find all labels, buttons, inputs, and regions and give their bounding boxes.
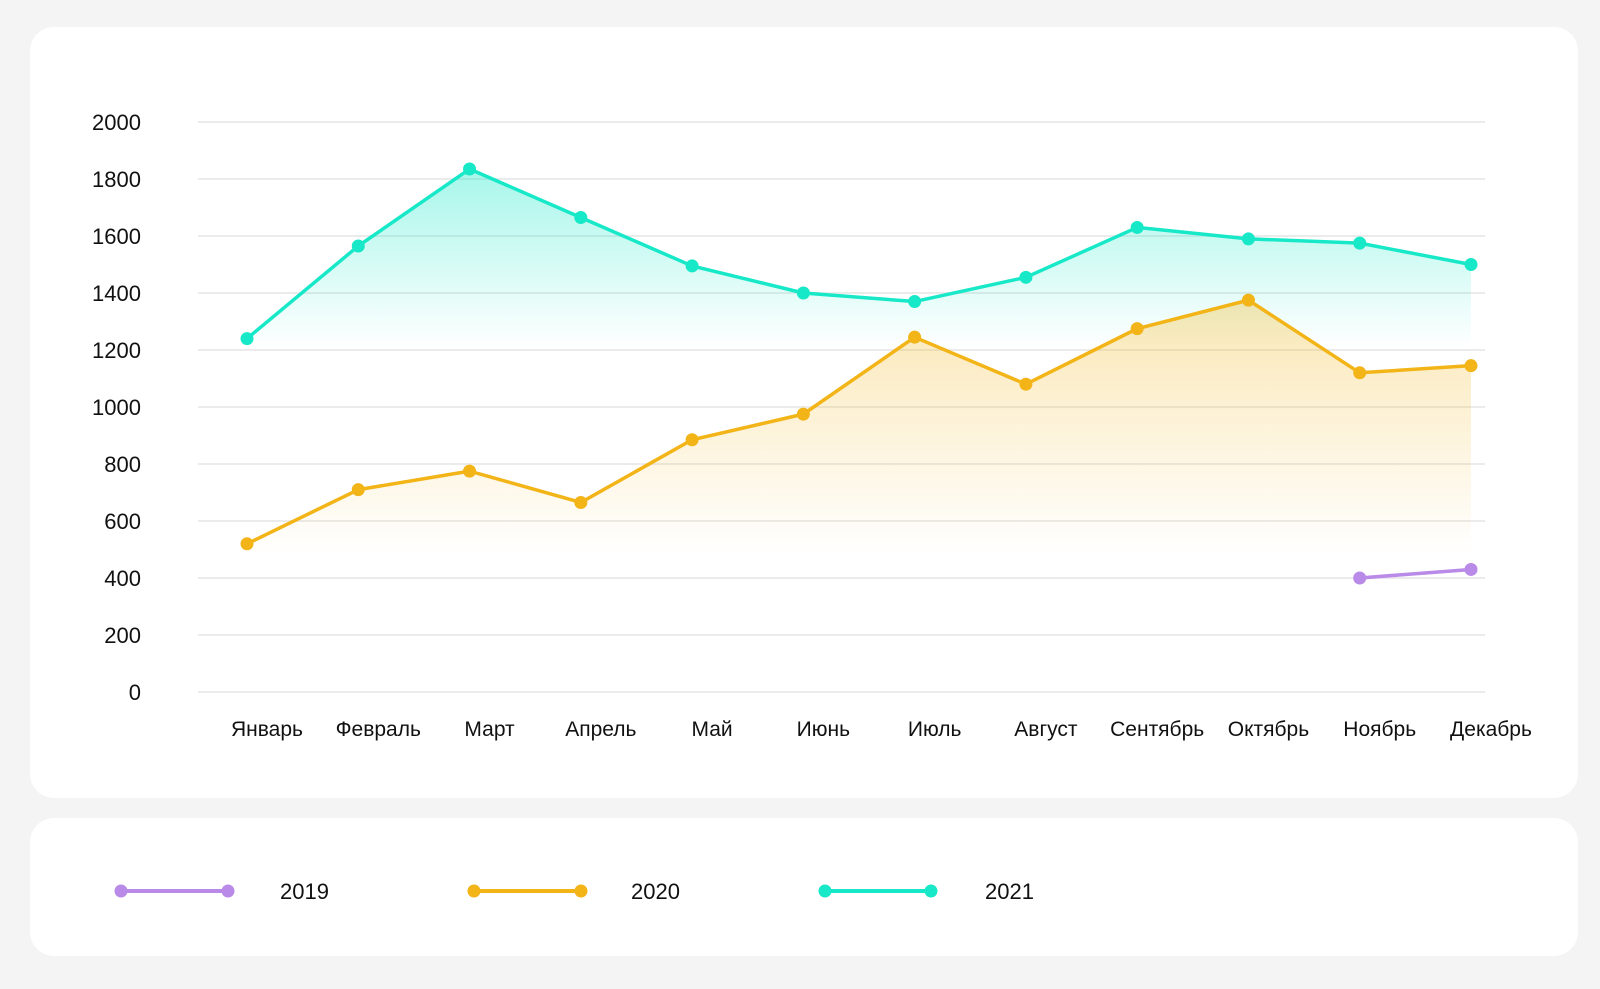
data-point-2021: [908, 295, 922, 309]
data-point-2020: [574, 495, 588, 509]
data-point-2020: [463, 464, 477, 478]
series-line-2021: [245, 167, 1473, 341]
data-point-2021: [1241, 232, 1255, 246]
data-point-2020: [1130, 322, 1144, 336]
y-tick-label: 1800: [92, 167, 141, 192]
x-tick-label: Январь: [231, 718, 303, 741]
x-tick-label: Декабрь: [1450, 718, 1532, 741]
legend-card: [30, 818, 1578, 956]
x-tick-label: Октябрь: [1228, 718, 1309, 741]
legend-marker: [818, 884, 832, 898]
data-point-2020: [1464, 359, 1478, 373]
data-point-2021: [1353, 236, 1367, 250]
y-tick-label: 1000: [92, 395, 141, 420]
data-point-2021: [1464, 258, 1478, 271]
data-point-2021: [1019, 270, 1033, 284]
data-point-2020: [1241, 293, 1255, 307]
legend-label-2021: 2021: [985, 879, 1034, 904]
data-point-2019: [1464, 562, 1478, 576]
x-tick-label: Июнь: [797, 718, 850, 741]
legend-marker: [221, 884, 235, 898]
x-tick-label: Сентябрь: [1110, 718, 1204, 741]
y-tick-label: 400: [104, 566, 141, 591]
x-tick-label: Март: [464, 718, 515, 741]
x-tick-label: Апрель: [565, 718, 636, 741]
y-tick-label: 600: [104, 509, 141, 534]
y-tick-label: 200: [104, 623, 141, 648]
y-axis-ticks: 0 200 400 600 800 1000 1200 1400 1600 1800 2000: [92, 110, 141, 705]
y-tick-label: 0: [129, 680, 141, 705]
x-tick-label: Ноябрь: [1343, 718, 1416, 741]
legend-label-2019: 2019: [280, 879, 329, 904]
data-point-2021: [796, 286, 810, 300]
data-point-2020: [351, 483, 365, 497]
data-point-2021: [463, 162, 477, 176]
legend: 2019 2020 2021: [114, 879, 1034, 904]
legend-marker: [114, 884, 128, 898]
data-point-2020: [908, 330, 922, 344]
series-line-2020: [245, 298, 1473, 546]
data-point-2020: [685, 433, 699, 447]
data-point-2021: [1130, 220, 1144, 234]
data-point-2020: [1353, 366, 1367, 380]
y-tick-label: 2000: [92, 110, 141, 135]
x-axis-ticks: Январь Февраль Март Апрель Май Июнь Июль Август…: [231, 718, 1532, 741]
data-point-2021: [351, 239, 365, 253]
legend-marker: [574, 884, 588, 898]
x-tick-label: Май: [692, 718, 733, 741]
data-point-2021: [685, 259, 699, 273]
series-lines: [245, 167, 1473, 580]
data-point-2019: [1353, 571, 1367, 585]
x-tick-label: Август: [1014, 718, 1078, 741]
y-tick-label: 1400: [92, 281, 141, 306]
legend-marker: [467, 884, 481, 898]
x-tick-label: Июль: [908, 718, 962, 741]
y-tick-label: 1600: [92, 224, 141, 249]
series-line-2019: [1357, 567, 1473, 580]
y-tick-label: 1200: [92, 338, 141, 363]
data-point-2020: [240, 537, 254, 551]
data-point-2021: [240, 332, 254, 346]
data-point-2021: [574, 210, 588, 224]
data-point-2020: [796, 407, 810, 421]
legend-marker: [924, 884, 938, 898]
data-point-2020: [1019, 377, 1033, 391]
legend-label-2020: 2020: [631, 879, 680, 904]
area-fills: [247, 169, 1471, 556]
series-points: [240, 162, 1478, 585]
area-2020: [247, 300, 1471, 556]
y-tick-label: 800: [104, 452, 141, 477]
x-tick-label: Февраль: [336, 718, 421, 741]
area-2021: [247, 169, 1471, 349]
